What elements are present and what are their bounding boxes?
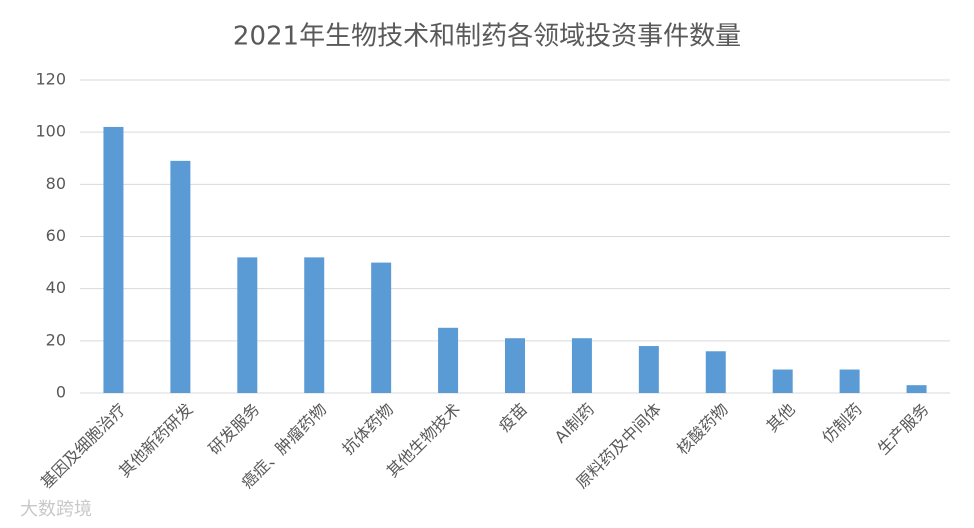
bar [505,338,525,393]
y-tick-label: 0 [56,383,66,402]
bar [304,257,325,393]
bar [103,126,124,393]
y-tick-label: 80 [46,174,66,193]
bar [705,351,726,393]
bar [906,385,927,393]
bar [237,257,258,393]
bar [839,369,860,393]
watermark: 大数跨境 [20,499,92,520]
bar [371,262,392,393]
chart-title: 2021年生物技术和制药各领域投资事件数量 [233,22,741,52]
y-tick-label: 40 [46,278,66,297]
y-tick-label: 100 [35,122,66,141]
bar [772,369,793,393]
bar [571,338,592,393]
bar [638,346,659,393]
y-tick-label: 60 [46,226,66,245]
bar [438,327,459,393]
y-tick-label: 120 [35,70,66,89]
bar [170,160,191,393]
y-tick-label: 20 [46,330,66,349]
